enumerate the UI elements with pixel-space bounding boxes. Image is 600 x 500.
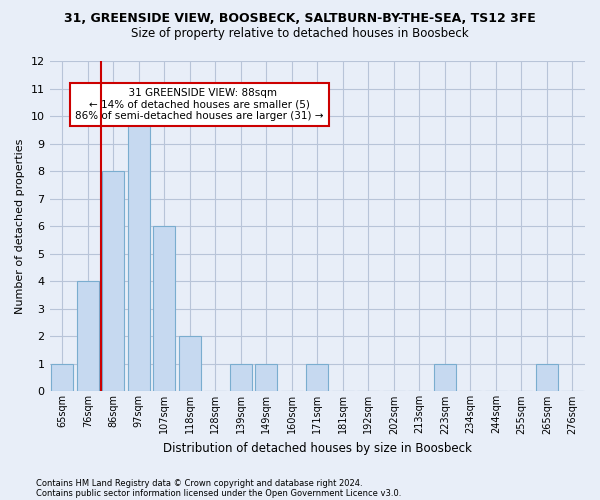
Text: 31 GREENSIDE VIEW: 88sqm
← 14% of detached houses are smaller (5)
86% of semi-de: 31 GREENSIDE VIEW: 88sqm ← 14% of detach… bbox=[75, 88, 324, 121]
Y-axis label: Number of detached properties: Number of detached properties bbox=[15, 139, 25, 314]
Bar bbox=[307, 364, 328, 392]
Text: 31, GREENSIDE VIEW, BOOSBECK, SALTBURN-BY-THE-SEA, TS12 3FE: 31, GREENSIDE VIEW, BOOSBECK, SALTBURN-B… bbox=[64, 12, 536, 26]
Bar bbox=[52, 364, 73, 392]
Bar bbox=[103, 172, 124, 392]
Bar bbox=[128, 116, 149, 392]
Bar bbox=[179, 336, 200, 392]
Text: Contains HM Land Registry data © Crown copyright and database right 2024.: Contains HM Land Registry data © Crown c… bbox=[36, 478, 362, 488]
X-axis label: Distribution of detached houses by size in Boosbeck: Distribution of detached houses by size … bbox=[163, 442, 472, 455]
Text: Size of property relative to detached houses in Boosbeck: Size of property relative to detached ho… bbox=[131, 28, 469, 40]
Text: Contains public sector information licensed under the Open Government Licence v3: Contains public sector information licen… bbox=[36, 488, 401, 498]
Bar bbox=[536, 364, 557, 392]
Bar bbox=[77, 282, 98, 392]
Bar bbox=[434, 364, 455, 392]
Bar bbox=[256, 364, 277, 392]
Bar bbox=[230, 364, 251, 392]
Bar bbox=[154, 226, 175, 392]
